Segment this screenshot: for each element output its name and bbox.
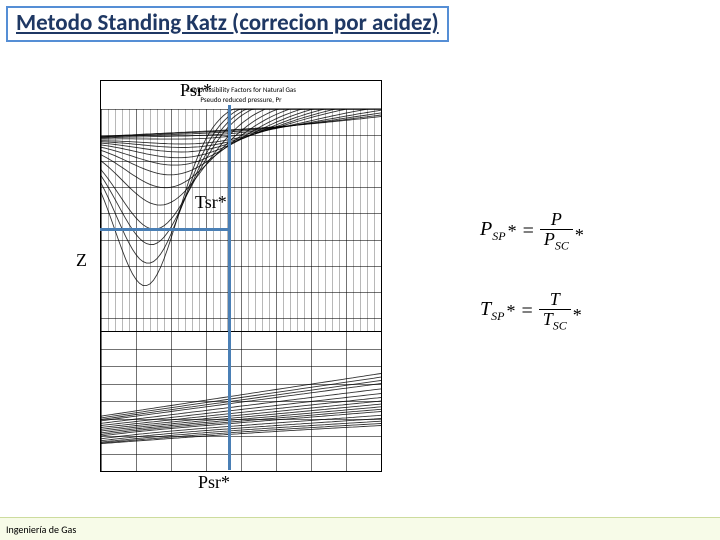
gridline: [241, 109, 242, 331]
title-box: Metodo Standing Katz (correcion por acid…: [6, 6, 449, 42]
gridline: [101, 292, 381, 293]
gridline: [143, 109, 144, 331]
gridline: [101, 454, 381, 455]
eq-tsr-num: T: [546, 290, 564, 309]
label-psr-top: Psr*: [180, 80, 212, 101]
gridline: [325, 109, 326, 331]
gridline: [332, 109, 333, 331]
eq-tsr-lhs-sym: T: [480, 298, 491, 320]
eq-psr-lhs-star: *: [508, 221, 517, 242]
gridline: [101, 366, 381, 367]
gridline: [150, 109, 151, 331]
gridline: [381, 109, 382, 331]
annotation-horizontal-line: [100, 228, 228, 231]
gridline: [122, 109, 123, 331]
gridline: [101, 213, 381, 214]
standing-katz-chart: Compressibility Factors for Natural Gas …: [100, 80, 382, 472]
label-z-left: Z: [76, 250, 87, 271]
gridline: [353, 109, 354, 331]
gridline: [276, 109, 277, 331]
gridline: [192, 109, 193, 331]
gridline: [318, 109, 319, 331]
gridline: [381, 331, 382, 471]
gridline: [248, 109, 249, 331]
gridline: [374, 109, 375, 331]
slide-title: Metodo Standing Katz (correcion por acid…: [16, 9, 439, 37]
eq-psr-den-sym: P: [544, 229, 555, 249]
eq-tsr-lhs-star: *: [506, 301, 515, 322]
gridline: [101, 240, 381, 241]
gridline: [101, 401, 381, 402]
gridline: [115, 109, 116, 331]
eq-tsr-trailing-star: *: [573, 305, 582, 326]
gridline: [164, 109, 165, 331]
eq-tsr-lhs-sub: SP: [491, 309, 504, 323]
equation-tsr: TSP * = T TSC *: [480, 290, 582, 332]
gridline: [206, 109, 207, 331]
gridline: [311, 109, 312, 331]
gridline: [171, 109, 172, 331]
eq-psr-lhs-sub: SP: [492, 229, 505, 243]
footer-bar: Ingeniería de Gas: [0, 517, 720, 540]
gridline: [108, 109, 109, 331]
eq-tsr-den-sub: SC: [553, 318, 567, 332]
gridline: [101, 161, 381, 162]
gridline: [129, 109, 130, 331]
eq-psr-trailing-star: *: [575, 225, 584, 246]
gridline: [101, 436, 381, 437]
eq-psr-num: P: [547, 210, 566, 229]
gridline: [220, 109, 221, 331]
gridline: [283, 109, 284, 331]
label-tsr-mid: Tsr*: [195, 192, 227, 213]
gridline: [269, 109, 270, 331]
gridline: [290, 109, 291, 331]
gridline: [360, 109, 361, 331]
gridline: [304, 109, 305, 331]
gridline: [178, 109, 179, 331]
gridline: [339, 109, 340, 331]
annotation-vertical-line: [228, 105, 231, 470]
gridline: [213, 109, 214, 331]
gridline: [157, 109, 158, 331]
equation-psr: PSP * = P PSC *: [480, 210, 584, 252]
gridline: [101, 109, 102, 331]
label-psr-bottom: Psr*: [198, 472, 230, 493]
gridline: [262, 109, 263, 331]
equals-sign: =: [523, 220, 534, 243]
gridline: [346, 109, 347, 331]
gridline: [255, 109, 256, 331]
gridline: [101, 419, 381, 420]
eq-psr-den-sub: SC: [555, 238, 569, 252]
eq-psr-lhs-sym: P: [480, 218, 492, 240]
equals-sign: =: [521, 300, 532, 323]
gridline: [101, 471, 381, 472]
gridline: [367, 109, 368, 331]
gridline: [101, 349, 381, 350]
gridline: [101, 331, 381, 332]
gridline: [101, 135, 381, 136]
gridline: [234, 109, 235, 331]
gridline: [136, 109, 137, 331]
eq-tsr-den-sym: T: [543, 309, 553, 329]
gridline: [101, 109, 381, 110]
gridline: [185, 109, 186, 331]
footer-text: Ingeniería de Gas: [0, 523, 76, 536]
gridline: [101, 318, 381, 319]
gridline: [101, 384, 381, 385]
gridline: [297, 109, 298, 331]
gridline: [101, 187, 381, 188]
gridline: [101, 266, 381, 267]
gridline: [199, 109, 200, 331]
